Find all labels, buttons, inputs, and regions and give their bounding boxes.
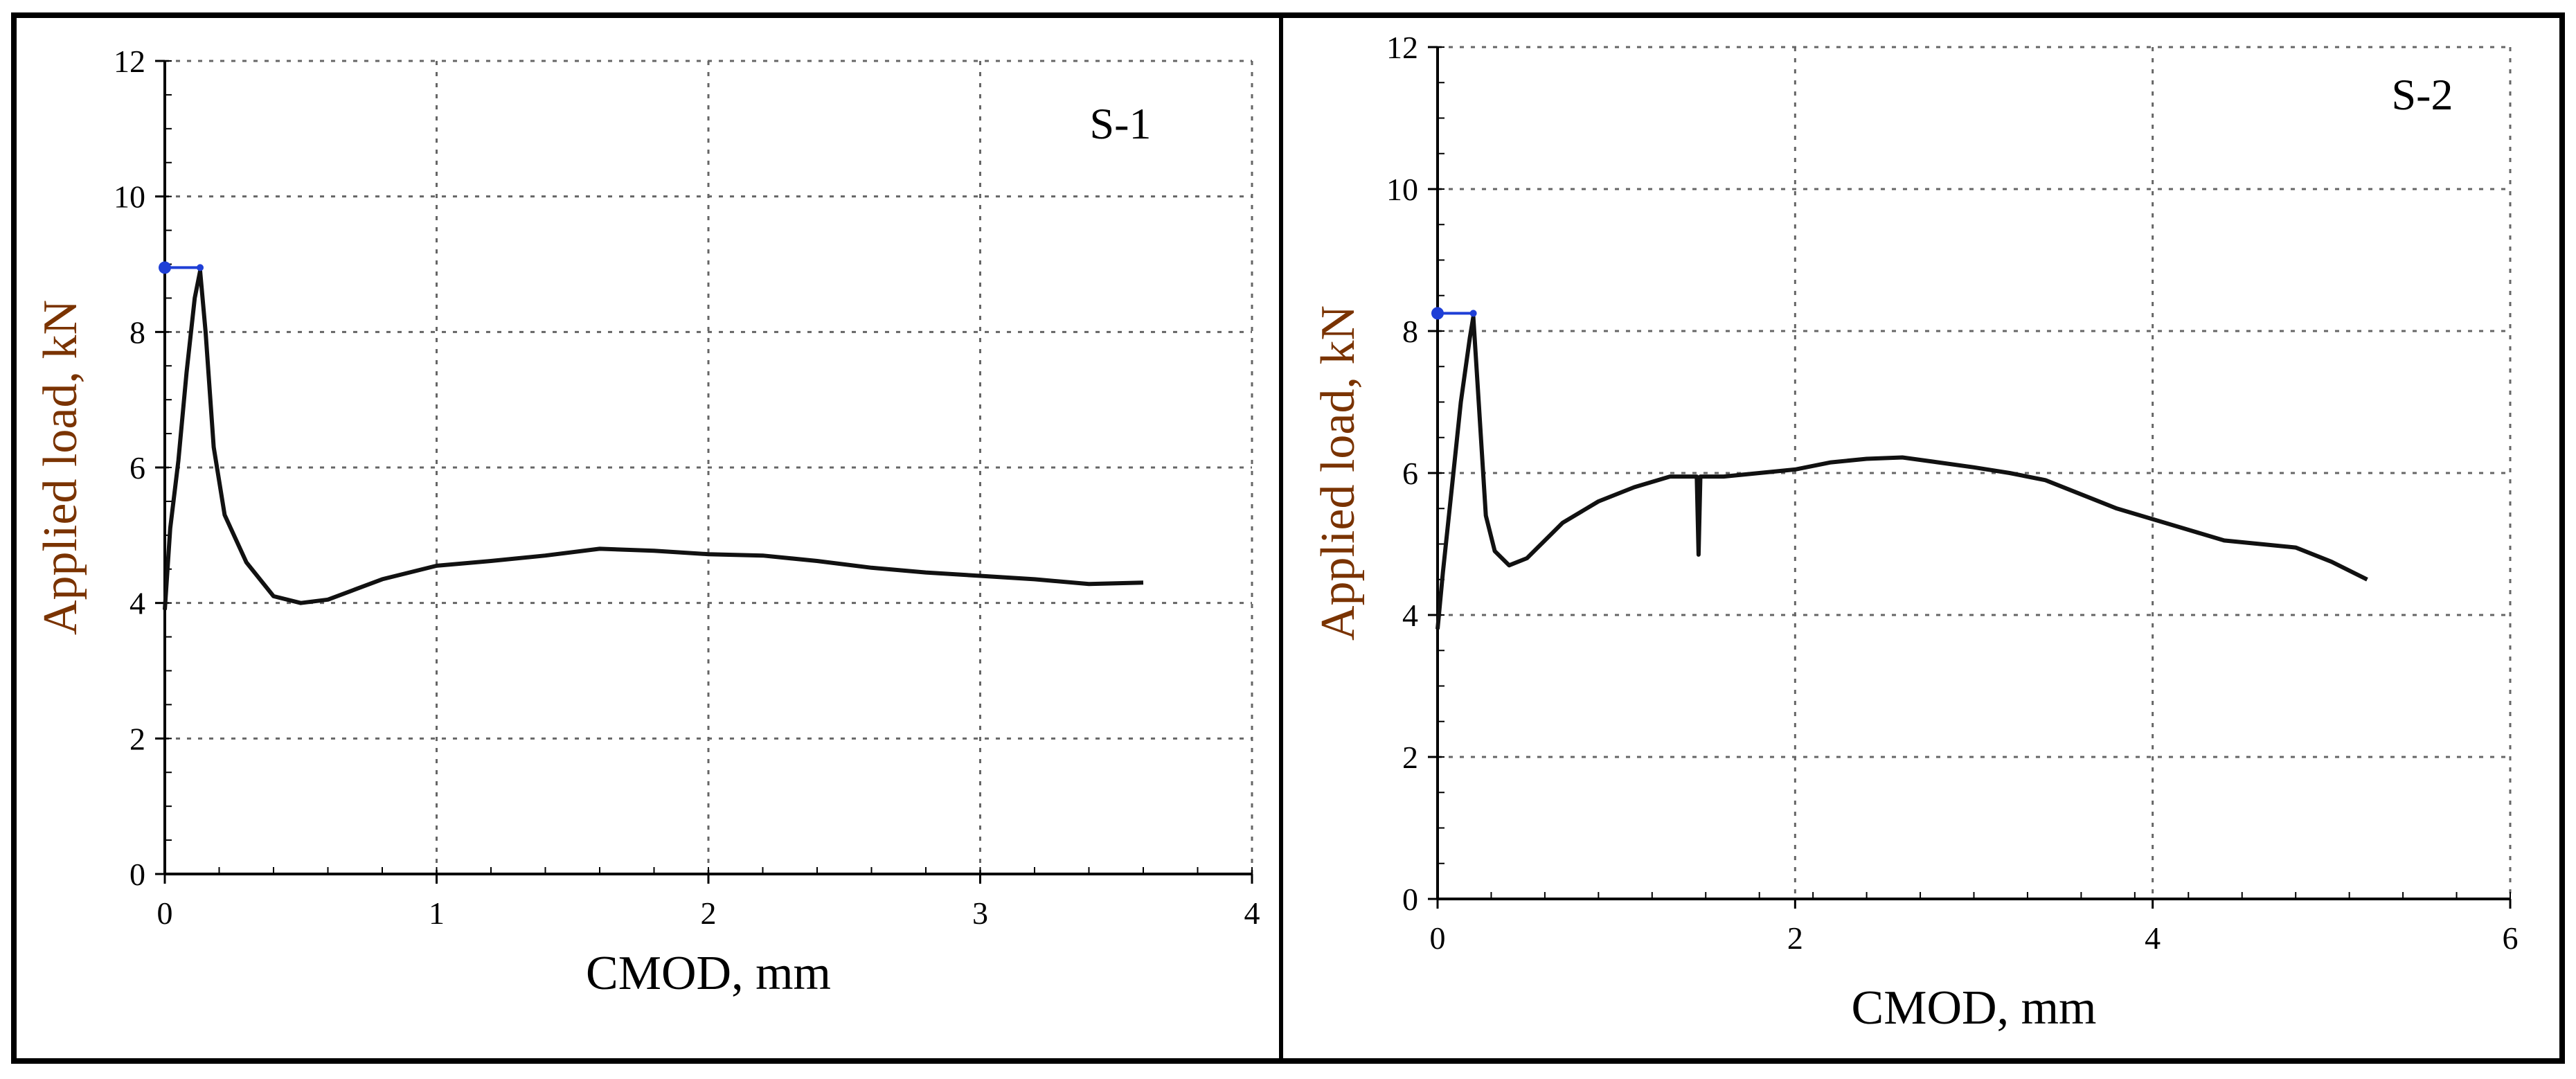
y-tick-label: 2 <box>1402 740 1418 775</box>
panel-label: S-1 <box>1090 99 1152 148</box>
y-tick-label: 2 <box>129 721 145 756</box>
x-tick-label: 2 <box>1787 920 1803 956</box>
y-tick-label: 6 <box>1402 456 1418 491</box>
x-tick-label: 0 <box>157 895 173 931</box>
x-tick-label: 0 <box>1430 920 1446 956</box>
y-tick-label: 10 <box>1386 172 1418 207</box>
y-tick-label: 6 <box>129 450 145 485</box>
y-tick-label: 8 <box>129 314 145 350</box>
figure-frame <box>11 12 2565 1064</box>
data-series-line <box>163 269 1144 610</box>
x-tick-label: 1 <box>429 895 445 931</box>
x-axis-title: CMOD, mm <box>1852 981 2097 1035</box>
x-axis-title: CMOD, mm <box>586 947 831 1000</box>
y-axis-title: Applied load, kN <box>1312 305 1365 641</box>
y-tick-label: 4 <box>129 586 145 621</box>
y-tick-label: 0 <box>129 857 145 892</box>
x-tick-label: 4 <box>2145 920 2161 956</box>
peak-marker-end <box>1469 310 1477 317</box>
y-tick-label: 4 <box>1402 598 1418 633</box>
x-tick-label: 2 <box>701 895 717 931</box>
y-tick-label: 12 <box>1386 30 1418 65</box>
data-series-line <box>1435 314 2368 630</box>
y-tick-label: 8 <box>1402 314 1418 349</box>
peak-marker-end <box>197 264 204 271</box>
panel-label: S-2 <box>2392 70 2453 119</box>
y-tick-label: 0 <box>1402 882 1418 917</box>
peak-marker-start <box>159 261 171 274</box>
peak-marker-start <box>1431 307 1444 320</box>
x-tick-label: 6 <box>2503 920 2519 956</box>
y-tick-label: 12 <box>114 44 145 79</box>
y-tick-label: 10 <box>114 179 145 215</box>
y-axis-title: Applied load, kN <box>34 300 87 635</box>
chart-panel-s2: 0 2 4 6 8 10 12 0 2 4 6 CMOD, mm Applied load, kN S-2 <box>1312 30 2519 1035</box>
x-tick-label: 3 <box>972 895 988 931</box>
x-tick-label: 4 <box>1244 895 1260 931</box>
